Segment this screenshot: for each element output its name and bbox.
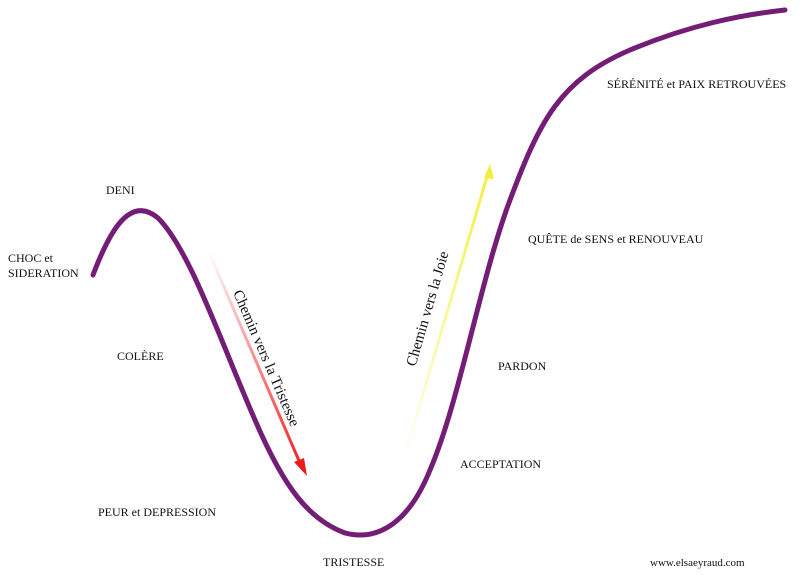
stage-label: PEUR et DEPRESSION [98,505,216,519]
arrow-label: Chemin vers la Tristesse [229,288,302,430]
joy-arrow [401,169,491,463]
stage-label: SÉRÉNITÉ et PAIX RETROUVÉES [607,77,786,91]
stage-label: QUÊTE de SENS et RENOUVEAU [528,232,704,246]
joy-arrowhead [484,164,494,179]
sadness-arrowhead [294,458,307,476]
sadness-arrow [206,249,305,471]
stage-label: TRISTESSE [323,555,384,569]
arrow-label: Chemin vers la Joie [404,249,453,368]
stage-label: CHOC et [8,251,54,265]
stage-label: SIDERATION [8,266,79,280]
stage-label: ACCEPTATION [460,457,541,471]
stage-label: PARDON [498,359,547,373]
stage-label: DENI [106,183,135,197]
footer-url: www.elsaeyraud.com [650,557,745,569]
stage-label: COLÈRE [117,349,164,363]
curve [90,7,788,538]
